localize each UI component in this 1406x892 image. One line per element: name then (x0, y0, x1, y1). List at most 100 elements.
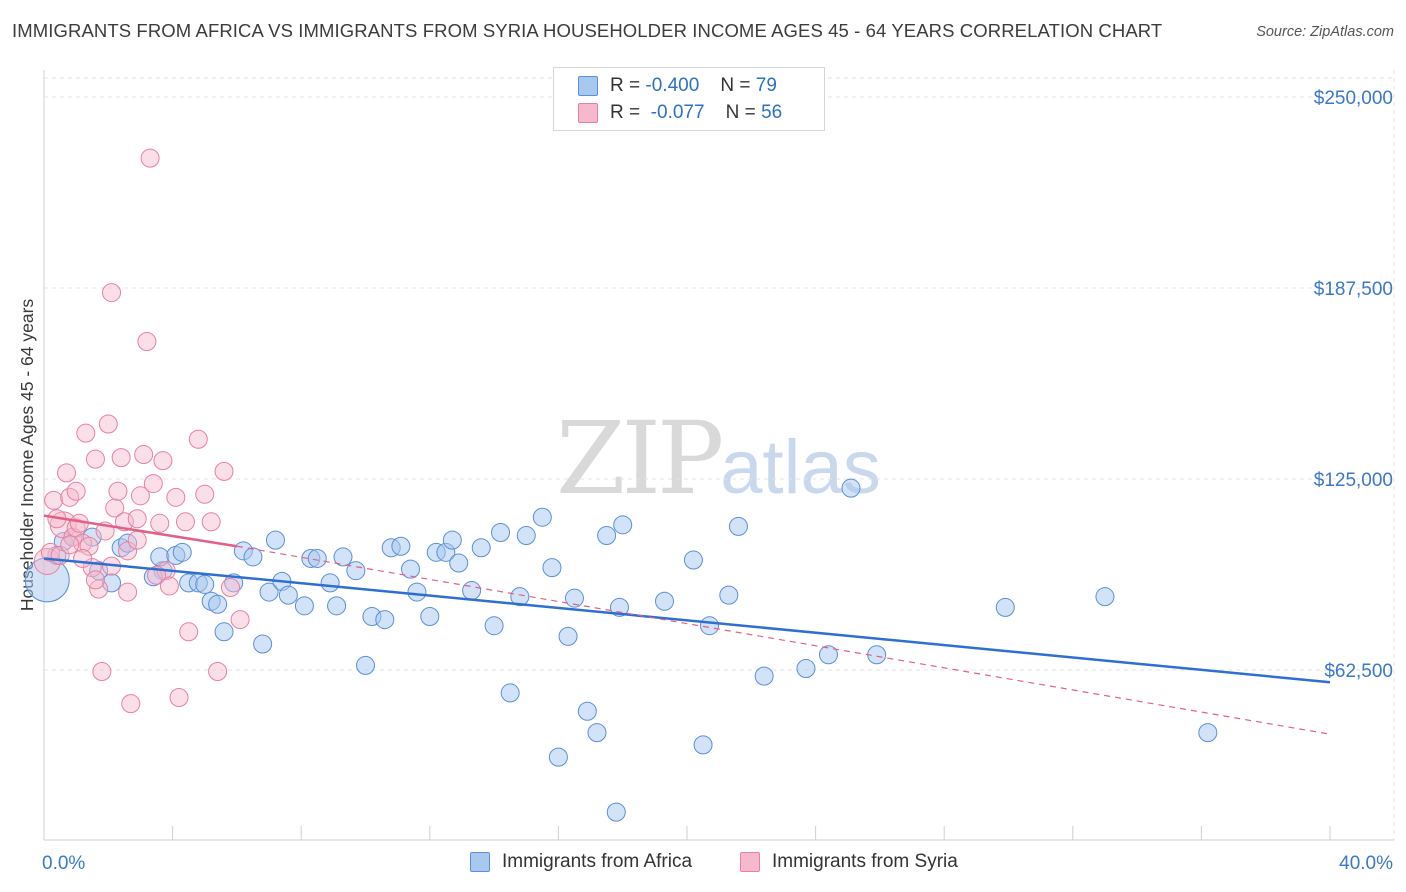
syria-point (179, 622, 199, 642)
africa-point (356, 655, 375, 675)
y-tick-label: $187,500 (1314, 279, 1393, 300)
syria-point (143, 474, 163, 494)
africa-point (407, 582, 427, 602)
syria-point (118, 582, 138, 602)
africa-point (462, 581, 482, 601)
africa-point (728, 516, 748, 536)
chart-title: IMMIGRANTS FROM AFRICA VS IMMIGRANTS FRO… (12, 20, 1163, 41)
syria-point (44, 490, 64, 510)
syria-r-value: -0.077 (650, 102, 705, 123)
africa-point (841, 478, 861, 498)
syria-trend-line-solid (43, 514, 238, 548)
syria-point (150, 513, 170, 533)
syria-point (105, 498, 125, 518)
africa-point (265, 530, 285, 550)
africa-point (320, 573, 340, 593)
syria-swatch (578, 103, 598, 123)
africa-point (597, 526, 617, 546)
africa-point (609, 597, 629, 617)
africa-point (564, 588, 584, 608)
stats-row-syria: R = -0.077 N = 56 (578, 101, 782, 125)
africa-point (420, 607, 440, 627)
syria-point (76, 423, 96, 443)
legend-item-africa[interactable]: Immigrants from Africa (470, 851, 692, 873)
africa-point (796, 658, 816, 678)
africa-point (1198, 723, 1218, 743)
africa-point (558, 626, 578, 646)
syria-point (134, 445, 154, 465)
syria-point (230, 610, 250, 630)
africa-point (754, 666, 774, 686)
africa-point (442, 530, 462, 550)
y-tick-label: $125,000 (1314, 470, 1393, 491)
syria-point (169, 688, 189, 708)
x-tick-label: 40.0% (1339, 853, 1393, 874)
syria-point (118, 541, 138, 561)
africa-trend-line (43, 557, 1331, 684)
africa-point (327, 596, 347, 616)
africa-point (484, 616, 504, 636)
syria-point (33, 548, 61, 576)
syria-point (111, 448, 131, 468)
syria-point (201, 512, 221, 532)
watermark: ZIPatlas (556, 400, 881, 517)
africa-point (172, 542, 192, 562)
africa-point (449, 553, 469, 573)
syria-point (214, 461, 234, 481)
africa-point (253, 634, 273, 654)
legend-syria-swatch (740, 852, 760, 872)
africa-point (375, 610, 395, 630)
africa-point (1095, 587, 1115, 607)
syria-point (92, 662, 112, 682)
syria-point (98, 414, 118, 434)
y-tick-label: $62,500 (1324, 661, 1393, 682)
syria-point (60, 535, 80, 555)
syria-point (108, 481, 128, 501)
legend-item-syria[interactable]: Immigrants from Syria (740, 851, 958, 873)
syria-point (188, 429, 208, 449)
y-axis-title: Householder Income Ages 45 - 64 years (17, 299, 37, 612)
syria-point (66, 481, 86, 501)
africa-point (500, 683, 520, 703)
stats-legend: R = -0.400 N = 79 R = -0.077 N = 56 (553, 67, 825, 131)
africa-point (995, 597, 1015, 617)
syria-point (127, 509, 147, 529)
africa-r-label: R = (610, 75, 641, 96)
africa-point (548, 747, 568, 767)
syria-point (85, 449, 105, 469)
africa-point (700, 616, 720, 636)
africa-point (654, 591, 674, 611)
africa-point (259, 582, 279, 602)
africa-point (818, 645, 838, 665)
syria-point (208, 662, 228, 682)
syria-n-value: 56 (761, 102, 783, 123)
legend-africa-label: Immigrants from Africa (502, 851, 693, 872)
africa-point (333, 547, 353, 567)
y-tick-label: $250,000 (1314, 88, 1393, 109)
source-label: Source: ZipAtlas.com (1256, 24, 1394, 40)
syria-point (195, 484, 215, 504)
africa-n-value: 79 (755, 75, 777, 96)
africa-point (542, 558, 562, 578)
africa-point (683, 550, 703, 570)
africa-point (491, 522, 511, 542)
africa-r-value: -0.400 (645, 75, 700, 96)
syria-point (73, 548, 93, 568)
africa-point (587, 723, 607, 743)
syria-point (220, 577, 240, 597)
africa-point (208, 594, 228, 614)
watermark-zip: ZIP (556, 400, 724, 517)
legend-syria-label: Immigrants from Syria (772, 851, 958, 872)
africa-point (613, 515, 633, 535)
africa-point (577, 701, 597, 721)
syria-point (79, 536, 99, 556)
africa-point (532, 507, 552, 527)
syria-point (159, 576, 179, 596)
africa-point (391, 536, 411, 556)
syria-point (137, 331, 157, 351)
syria-point (127, 530, 147, 550)
africa-point (606, 802, 626, 822)
africa-point (510, 587, 530, 607)
africa-point (719, 585, 739, 605)
